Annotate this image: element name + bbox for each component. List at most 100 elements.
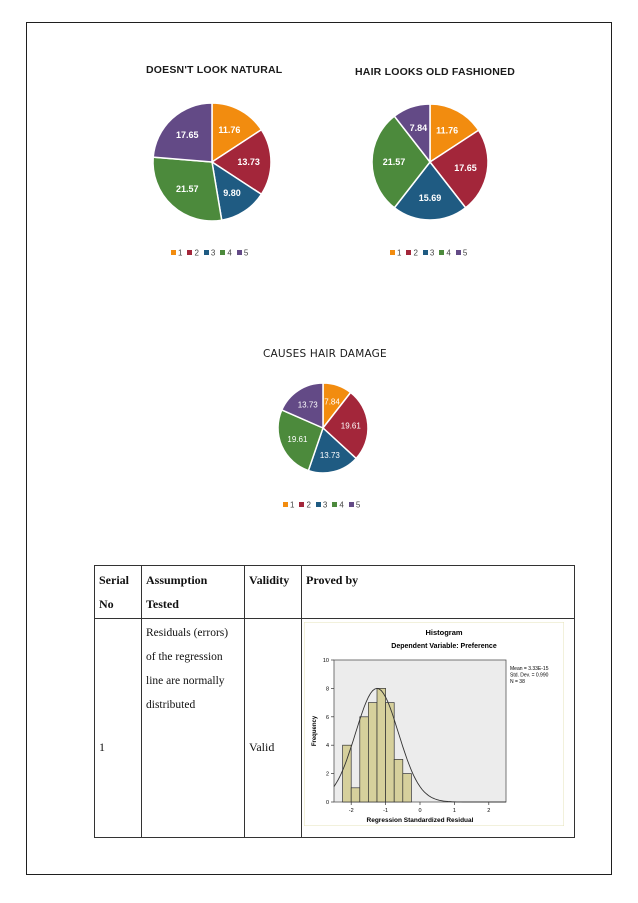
histogram-xlabel: Regression Standardized Residual — [367, 817, 474, 824]
pie2-data-label: 15.69 — [419, 193, 442, 203]
histogram-stat: N = 38 — [510, 679, 525, 685]
histogram-bar — [368, 702, 378, 803]
legend-swatch — [422, 250, 428, 256]
y-tick-label: 6 — [326, 715, 329, 721]
x-tick-label: 1 — [453, 808, 456, 814]
legend-label: 3 — [322, 500, 328, 510]
histogram-bar — [342, 744, 352, 803]
legend-label: 4 — [227, 248, 232, 258]
y-tick-label: 2 — [326, 772, 329, 778]
pie3-slice-4 — [277, 408, 324, 472]
histogram-stat: Mean = 3.33E-15 — [510, 666, 549, 672]
header-assumption: Assumption Tested — [141, 565, 245, 619]
assumption-line: distributed — [146, 699, 196, 711]
pie1-title: DOESN'T LOOK NATURAL — [146, 64, 283, 76]
histogram-subtitle: Dependent Variable: Preference — [391, 643, 497, 650]
pie3-chart: 7.84 19.61 13.73 19.61 13.73 — [277, 382, 369, 474]
pie1-slice-4 — [152, 156, 223, 222]
x-tick-label: 0 — [418, 808, 421, 814]
page-frame — [26, 22, 612, 875]
pie1-legend: 1 2 3 4 5 — [166, 248, 248, 257]
legend-label: 3 — [429, 248, 435, 258]
pie2-data-label: 7.84 — [410, 123, 428, 133]
legend-swatch — [406, 250, 412, 256]
legend-label: 1 — [178, 248, 183, 258]
pie2-data-label: 17.65 — [454, 163, 477, 173]
legend-swatch — [283, 502, 288, 508]
legend-swatch — [332, 502, 338, 508]
cell-assumption: Residuals (errors) of the regression lin… — [141, 618, 245, 838]
legend-label: 5 — [243, 248, 249, 258]
pie2-data-label: 21.57 — [383, 157, 406, 167]
histogram-bar — [350, 787, 361, 803]
header-serial-line1: Serial — [99, 573, 129, 587]
histogram-bar — [359, 716, 369, 803]
pie2-slice-3 — [393, 160, 467, 221]
assumption-table: Serial No Assumption Tested Validity Pro… — [94, 565, 575, 838]
legend-label: 1 — [397, 248, 402, 258]
legend-swatch — [348, 502, 354, 508]
pie1-data-label: 9.80 — [223, 188, 241, 198]
pie3-legend: 1 2 3 4 5 — [278, 500, 360, 509]
legend-label: 5 — [355, 500, 361, 510]
y-tick-label: 8 — [326, 686, 329, 692]
legend-swatch — [203, 250, 209, 256]
histogram-chart: Histogram Dependent Variable: Preference -… — [303, 621, 565, 827]
legend-swatch — [187, 250, 193, 256]
legend-swatch — [236, 250, 242, 256]
pie3-data-label: 19.61 — [341, 421, 362, 430]
legend-swatch — [315, 502, 321, 508]
legend-label: 2 — [194, 248, 199, 258]
pie2-chart: 11.76 17.65 15.69 21.57 7.84 — [371, 103, 489, 221]
pie1-data-label: 13.73 — [237, 157, 260, 167]
pie3-slice-3 — [307, 426, 358, 474]
pie3-data-label: 13.73 — [320, 451, 341, 460]
y-tick-label: 4 — [326, 743, 329, 749]
header-validity: Validity — [244, 565, 302, 619]
pie1-data-label: 11.76 — [218, 125, 240, 135]
x-tick-label: -1 — [383, 808, 388, 814]
pie3-title: CAUSES HAIR DAMAGE — [263, 348, 387, 360]
legend-swatch — [299, 502, 305, 508]
pie1-data-label: 21.57 — [176, 184, 199, 194]
pie2-slice-1 — [429, 103, 480, 164]
legend-label: 4 — [339, 500, 344, 510]
legend-swatch — [455, 250, 461, 256]
cell-serial: 1 — [94, 618, 142, 838]
assumption-line: line are normally — [146, 675, 225, 687]
normal-curve — [333, 687, 506, 803]
y-tick-label: 0 — [326, 800, 329, 806]
pie3-slice-5 — [280, 382, 324, 430]
pie2-slice-5 — [393, 103, 431, 165]
cell-validity: Valid — [244, 618, 302, 838]
legend-label: 4 — [446, 248, 451, 258]
header-serial: Serial No — [94, 565, 142, 619]
pie2-title: HAIR LOOKS OLD FASHIONED — [355, 66, 515, 78]
header-proved-by: Proved by — [301, 565, 575, 619]
x-tick-label: 2 — [487, 808, 490, 814]
table-header-row: Serial No Assumption Tested Validity Pro… — [94, 565, 575, 619]
histogram-bar — [393, 759, 404, 803]
pie2-slice-4 — [371, 115, 431, 209]
pie3-slice-2 — [321, 391, 369, 460]
legend-label: 2 — [413, 248, 418, 258]
header-assumption-line1: Assumption — [146, 573, 208, 587]
pie1-data-label: 17.65 — [176, 130, 199, 140]
histogram-bar — [376, 688, 386, 803]
pie2-legend: 1 2 3 4 5 — [385, 248, 467, 257]
pie3-data-label: 19.61 — [287, 435, 308, 444]
legend-swatch — [439, 250, 445, 256]
cell-proved-by: Histogram Dependent Variable: Preference -… — [301, 618, 575, 838]
legend-label: 5 — [462, 248, 468, 258]
legend-label: 3 — [210, 248, 216, 258]
y-tick-label: 10 — [323, 658, 329, 664]
pie1-slice-5 — [152, 102, 213, 163]
histogram-title: Histogram — [425, 628, 462, 637]
histogram-bar — [385, 702, 395, 803]
pie2-slice-2 — [428, 129, 489, 209]
legend-swatch — [390, 250, 395, 256]
legend-swatch — [220, 250, 226, 256]
legend-label: 1 — [290, 500, 295, 510]
pie1-slice-2 — [210, 128, 272, 196]
pie2-data-label: 11.76 — [436, 126, 458, 136]
